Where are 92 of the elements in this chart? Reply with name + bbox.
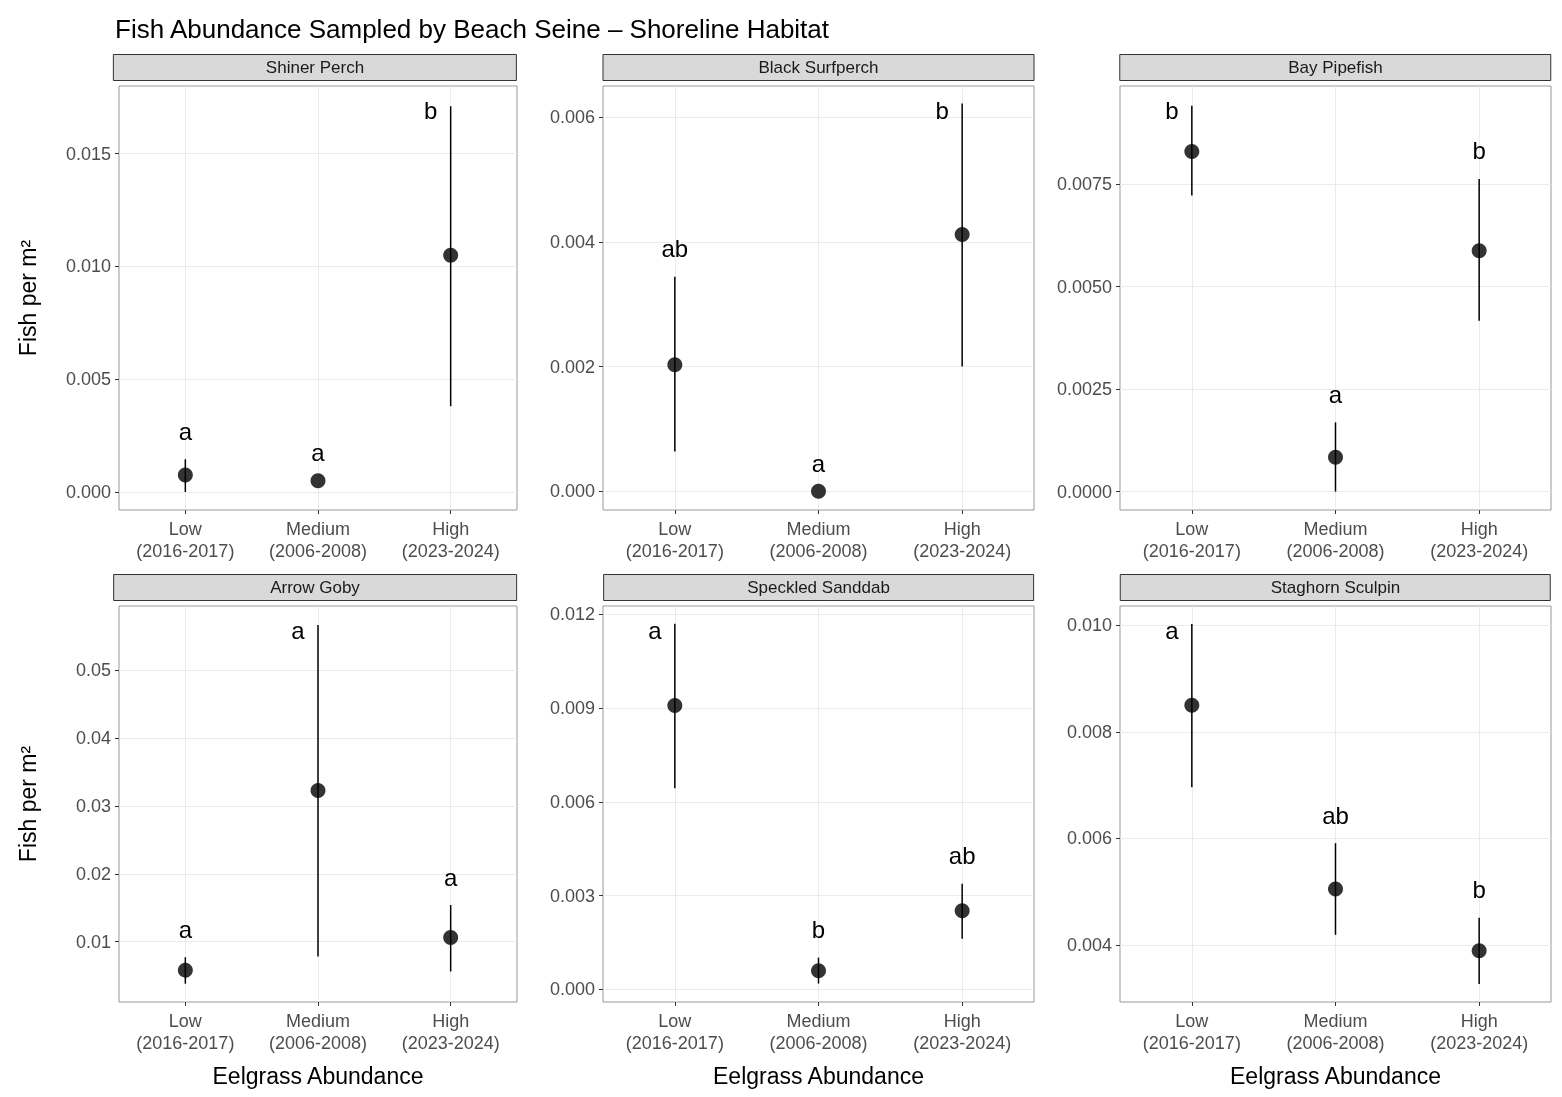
annotation: ab bbox=[948, 842, 976, 870]
point bbox=[1184, 144, 1200, 160]
point bbox=[1328, 881, 1343, 897]
y-tick-label: 0.000 bbox=[549, 481, 595, 502]
y-tick-label: 0.012 bbox=[549, 604, 595, 625]
x-tick-label: High (2023-2024) bbox=[913, 519, 1012, 561]
x-tick-label: Medium (2006-2008) bbox=[769, 519, 868, 561]
point bbox=[667, 357, 683, 373]
y-tick-label: 0.003 bbox=[549, 885, 595, 906]
y-tick-label: 0.0025 bbox=[1056, 379, 1112, 400]
y-tick-label: 0.05 bbox=[75, 660, 111, 681]
point bbox=[177, 467, 193, 483]
annotation: ab bbox=[1322, 801, 1349, 829]
y-tick-label: 0.0050 bbox=[1056, 276, 1112, 297]
text: Fish Abundance Sampled by Beach Seine – Shoreline Habitat bbox=[115, 14, 830, 45]
x-tick-label: Low (2016-2017) bbox=[136, 519, 235, 561]
x-axis-title: Eelgrass Abundance bbox=[1230, 1062, 1441, 1089]
annotation: b bbox=[811, 916, 826, 944]
annotation: a bbox=[811, 449, 826, 477]
point bbox=[443, 247, 459, 263]
annotation: a bbox=[648, 616, 663, 644]
y-tick-label: 0.004 bbox=[549, 231, 595, 252]
x-tick-label: Medium (2006-2008) bbox=[1286, 1011, 1385, 1053]
x-tick-label: High (2023-2024) bbox=[913, 1011, 1012, 1053]
point bbox=[954, 226, 970, 242]
x-tick-label: Low (2016-2017) bbox=[136, 1011, 235, 1053]
x-tick-label: Medium (2006-2008) bbox=[1286, 519, 1385, 561]
x-tick-label: Low (2016-2017) bbox=[625, 1011, 724, 1053]
x-tick-label: High (2023-2024) bbox=[1430, 519, 1529, 561]
y-axis-title: Fish per m² bbox=[14, 745, 41, 863]
point bbox=[443, 930, 459, 946]
point bbox=[310, 473, 326, 489]
y-tick-label: 0.010 bbox=[1066, 615, 1112, 636]
point bbox=[811, 963, 826, 979]
y-tick-label: 0.000 bbox=[549, 979, 595, 1000]
annotation: b bbox=[1472, 876, 1486, 904]
annotation: a bbox=[1165, 616, 1180, 644]
y-tick-label: 0.010 bbox=[65, 256, 111, 277]
point bbox=[1471, 243, 1487, 259]
point bbox=[1184, 697, 1200, 713]
x-tick-label: Low (2016-2017) bbox=[1142, 519, 1241, 561]
x-tick-label: Medium (2006-2008) bbox=[268, 519, 368, 561]
y-tick-label: 0.006 bbox=[549, 107, 595, 128]
point bbox=[1328, 449, 1343, 465]
chart-title: Arrow Goby bbox=[270, 578, 361, 597]
annotation: ab bbox=[661, 235, 689, 263]
point bbox=[954, 903, 970, 919]
y-tick-label: 0.02 bbox=[75, 863, 111, 884]
y-tick-label: 0.0000 bbox=[1056, 481, 1112, 502]
x-axis-title: Eelgrass Abundance bbox=[713, 1062, 924, 1089]
x-tick-label: High (2023-2024) bbox=[401, 1011, 500, 1053]
x-tick-label: Low (2016-2017) bbox=[625, 519, 724, 561]
annotation: a bbox=[291, 616, 306, 644]
y-axis-title: Fish per m² bbox=[14, 239, 41, 357]
x-tick-label: High (2023-2024) bbox=[1430, 1011, 1529, 1053]
annotation: b bbox=[935, 96, 949, 124]
x-tick-label: Medium (2006-2008) bbox=[268, 1011, 368, 1053]
annotation: a bbox=[311, 439, 326, 467]
y-tick-label: 0.04 bbox=[75, 728, 111, 749]
chart-title: Speckled Sanddab bbox=[747, 578, 890, 597]
annotation: b bbox=[1165, 96, 1179, 124]
x-tick-label: High (2023-2024) bbox=[401, 519, 500, 561]
annotation: a bbox=[443, 863, 458, 891]
chart-title: Shiner Perch bbox=[265, 58, 365, 77]
y-tick-label: 0.006 bbox=[1066, 828, 1112, 849]
x-tick-label: Medium (2006-2008) bbox=[769, 1011, 868, 1053]
y-tick-label: 0.000 bbox=[65, 481, 111, 502]
x-tick-label: Low (2016-2017) bbox=[1142, 1011, 1241, 1053]
chart-title: Bay Pipefish bbox=[1288, 58, 1383, 77]
annotation: b bbox=[423, 96, 438, 124]
point bbox=[667, 697, 683, 713]
point bbox=[177, 962, 193, 978]
y-tick-label: 0.009 bbox=[549, 697, 595, 718]
y-tick-label: 0.01 bbox=[75, 931, 111, 952]
annotation: a bbox=[1328, 380, 1343, 408]
chart-title: Staghorn Sculpin bbox=[1270, 578, 1401, 597]
x-axis-title: Eelgrass Abundance bbox=[212, 1062, 424, 1089]
point bbox=[811, 483, 826, 499]
annotation: a bbox=[178, 915, 193, 943]
y-tick-label: 0.03 bbox=[75, 796, 111, 817]
y-tick-label: 0.008 bbox=[1066, 721, 1112, 742]
y-tick-label: 0.015 bbox=[65, 143, 111, 164]
y-tick-label: 0.006 bbox=[549, 791, 595, 812]
point bbox=[310, 782, 326, 798]
annotation: a bbox=[178, 417, 193, 445]
y-tick-label: 0.005 bbox=[65, 369, 111, 390]
y-tick-label: 0.004 bbox=[1066, 934, 1112, 955]
y-tick-label: 0.002 bbox=[549, 356, 595, 377]
annotation: b bbox=[1472, 137, 1486, 165]
chart-title: Black Surfperch bbox=[758, 58, 879, 77]
point bbox=[1471, 943, 1487, 959]
y-tick-label: 0.0075 bbox=[1056, 174, 1112, 195]
